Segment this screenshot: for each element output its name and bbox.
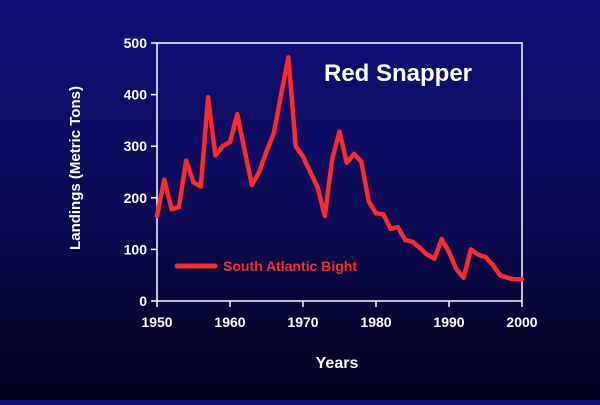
series-line <box>154 55 525 282</box>
data-point <box>366 199 371 204</box>
data-point <box>337 129 342 134</box>
data-point <box>381 212 386 217</box>
data-point <box>286 55 291 60</box>
data-point <box>330 156 335 162</box>
data-point <box>315 185 320 190</box>
data-point <box>432 256 437 261</box>
data-point <box>227 139 233 145</box>
data-point <box>213 153 218 158</box>
data-point <box>373 211 379 216</box>
data-point <box>176 204 182 210</box>
data-point <box>278 92 284 97</box>
data-point <box>519 277 525 282</box>
x-tick-label: 2000 <box>506 314 537 330</box>
data-point <box>468 247 474 252</box>
y-tick-label: 0 <box>139 293 147 309</box>
data-point <box>242 148 247 153</box>
series <box>154 55 525 282</box>
data-point <box>351 151 357 157</box>
data-point <box>490 262 495 268</box>
data-point <box>308 169 313 175</box>
data-point <box>205 95 211 100</box>
ticks: 0 100 200 300 400 500 1950 1960 1970 1980 1990 2000 <box>124 35 538 330</box>
legend-label: South Atlantic Bight <box>223 258 357 274</box>
chart-title: Red Snapper <box>324 60 472 87</box>
x-tick-label: 1950 <box>141 314 172 330</box>
data-point <box>344 160 349 165</box>
plot-frame <box>156 42 523 302</box>
data-point <box>191 180 196 185</box>
y-tick-label: 100 <box>124 241 148 257</box>
y-tick-label: 500 <box>124 35 148 51</box>
data-point <box>476 252 481 257</box>
data-point <box>512 277 517 282</box>
data-point <box>162 177 167 182</box>
data-point <box>439 236 444 242</box>
data-point <box>235 112 240 117</box>
data-point <box>154 213 160 219</box>
data-point <box>403 237 408 243</box>
data-point <box>169 207 174 212</box>
data-point <box>388 226 393 231</box>
x-tick-label: 1960 <box>214 314 245 330</box>
data-point <box>322 213 328 219</box>
data-point <box>264 149 269 154</box>
data-point <box>359 159 364 164</box>
x-tick-label: 1990 <box>433 314 464 330</box>
data-point <box>220 144 225 149</box>
data-point <box>293 144 298 149</box>
data-point <box>497 273 503 278</box>
data-point <box>198 184 203 189</box>
data-point <box>257 169 262 175</box>
data-point <box>505 275 510 280</box>
data-point <box>271 131 276 136</box>
y-tick-label: 200 <box>124 190 148 206</box>
data-point <box>424 252 430 257</box>
data-point <box>454 266 459 272</box>
data-point <box>300 154 306 159</box>
data-point <box>395 225 401 230</box>
data-point <box>417 245 422 251</box>
y-tick-label: 400 <box>124 87 148 103</box>
y-tick-label: 300 <box>124 138 148 154</box>
axes <box>156 42 523 302</box>
x-tick-label: 1980 <box>360 314 391 330</box>
data-point <box>446 249 452 255</box>
data-point <box>461 275 466 280</box>
data-point <box>184 158 189 163</box>
x-tick-label: 1970 <box>287 314 318 330</box>
y-axis-label: Landings (Metric Tons) <box>67 86 84 250</box>
data-point <box>249 182 255 188</box>
data-point <box>410 239 415 244</box>
x-axis-label: Years <box>316 355 359 372</box>
data-point <box>483 254 488 260</box>
legend: South Atlantic Bight <box>174 258 357 274</box>
